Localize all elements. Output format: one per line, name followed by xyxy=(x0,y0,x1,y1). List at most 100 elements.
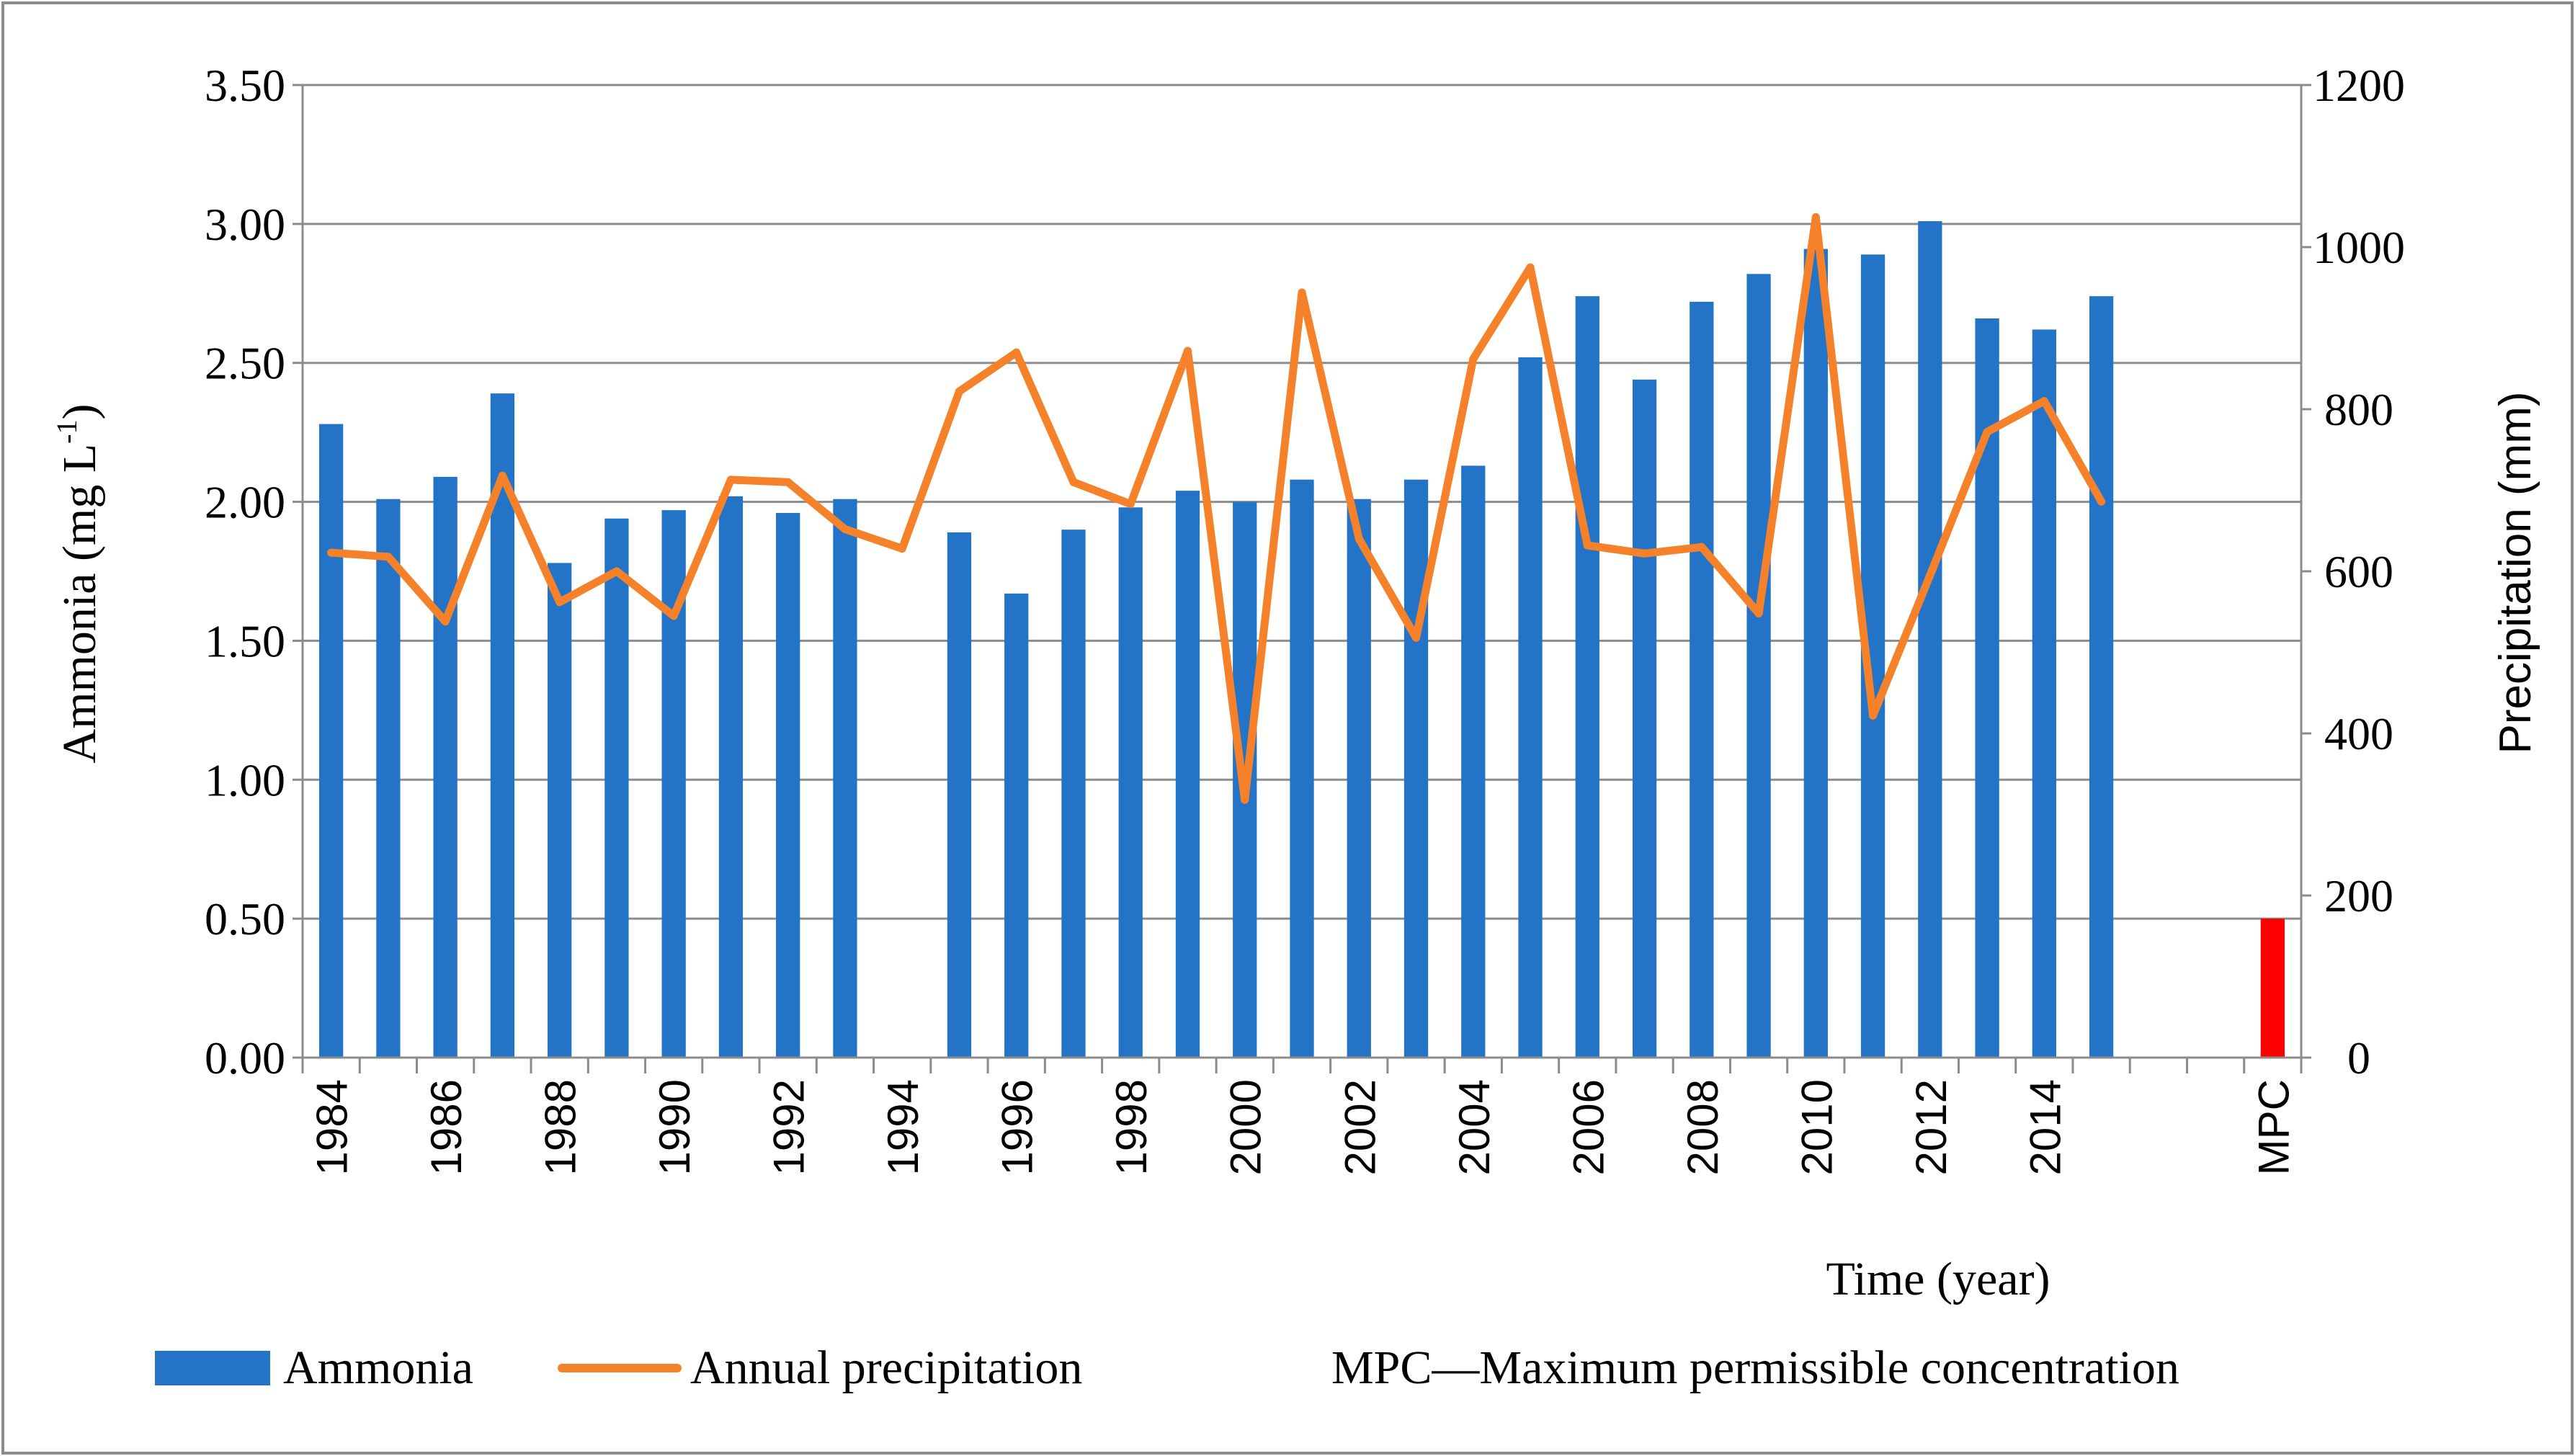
x-tick-label: 1988 xyxy=(537,1079,585,1175)
bar-ammonia xyxy=(1918,221,1942,1058)
y-left-tick-label: 0.50 xyxy=(205,893,285,944)
precipitation-point xyxy=(1126,500,1135,509)
bar-ammonia xyxy=(2089,296,2114,1058)
y-right-tick-label: 0 xyxy=(2347,1032,2370,1084)
bar-ammonia xyxy=(376,499,401,1058)
x-tick-label: 1984 xyxy=(308,1079,357,1175)
bar-ammonia xyxy=(433,476,458,1058)
y-axis-left-title-sup: -1 xyxy=(50,420,83,444)
precipitation-point xyxy=(1183,347,1192,355)
x-tick-label: 2002 xyxy=(1336,1079,1384,1175)
precipitation-point xyxy=(1241,795,1249,804)
y-left-tick-label: 2.00 xyxy=(205,477,285,528)
y-axis-left-title-main: Ammonia (mg L xyxy=(53,444,106,764)
precipitation-point xyxy=(327,548,336,557)
y-left-tick-label: 3.00 xyxy=(205,199,285,250)
y-axis-left-title: Ammonia (mg L-1) xyxy=(50,404,106,764)
bar-ammonia xyxy=(1518,357,1543,1058)
y-right-tick-label: 1200 xyxy=(2313,60,2405,111)
legend-label-precipitation: Annual precipitation xyxy=(690,1341,1082,1394)
bar-ammonia xyxy=(2032,329,2056,1058)
bar-ammonia xyxy=(1290,479,1314,1058)
bar-ammonia xyxy=(1403,479,1429,1058)
precipitation-point xyxy=(2097,497,2106,506)
precipitation-point xyxy=(1412,633,1421,642)
bar-ammonia xyxy=(1575,296,1599,1058)
bar-ammonia xyxy=(1690,301,1714,1058)
y-left-tick-label: 1.00 xyxy=(205,754,285,805)
x-tick-label: 2004 xyxy=(1450,1079,1499,1175)
precipitation-point xyxy=(1069,478,1078,486)
bar-ammonia xyxy=(1118,507,1143,1058)
precipitation-point xyxy=(841,525,849,533)
bar-ammonia xyxy=(718,496,744,1058)
x-tick-label: 2008 xyxy=(1679,1079,1727,1175)
precipitation-point xyxy=(1811,213,1820,221)
x-tick-label: MPC xyxy=(2249,1079,2298,1175)
x-tick-label: 1990 xyxy=(651,1079,699,1175)
bar-ammonia xyxy=(1746,274,1771,1058)
precipitation-point xyxy=(726,475,735,484)
legend-label-ammonia: Ammonia xyxy=(283,1341,473,1394)
bars xyxy=(318,221,2285,1058)
precipitation-point xyxy=(1469,354,1478,363)
precipitation-point xyxy=(498,471,506,480)
precipitation-point xyxy=(2040,397,2048,406)
precipitation-point xyxy=(1355,535,1363,543)
y-left-tick-label: 0.00 xyxy=(205,1032,285,1084)
y-right-tick-label: 200 xyxy=(2324,870,2393,921)
x-tick-label: 1994 xyxy=(879,1079,927,1175)
bar-ammonia xyxy=(318,424,344,1058)
bar-ammonia xyxy=(1347,499,1371,1058)
bar-ammonia xyxy=(604,518,629,1058)
bar-ammonia xyxy=(1632,379,1657,1058)
right-tick-labels: 0 200 400 600 800 1000 1200 xyxy=(2313,60,2405,1084)
precipitation-point xyxy=(955,387,963,396)
y-axis-left-title-close: ) xyxy=(53,404,106,420)
bar-ammonia xyxy=(1803,249,1828,1058)
y-left-tick-label: 2.50 xyxy=(205,338,285,389)
bar-ammonia xyxy=(1004,593,1029,1058)
x-tick-label: 2000 xyxy=(1222,1079,1270,1175)
legend-note-mpc: MPC—Maximum permissible concentration xyxy=(1331,1341,2179,1394)
y-right-tick-label: 600 xyxy=(2324,546,2393,597)
bar-mpc xyxy=(2260,919,2285,1058)
y-axis-right-title: Precipitation (mm) xyxy=(2491,392,2540,754)
legend: Ammonia Annual precipitation MPC—Maximum… xyxy=(155,1341,2179,1394)
bar-ammonia xyxy=(833,499,857,1058)
precipitation-point xyxy=(1583,541,1592,550)
precipitation-point xyxy=(1983,428,1991,436)
x-tick-label: 2006 xyxy=(1564,1079,1612,1175)
precipitation-point xyxy=(1526,263,1535,272)
precipitation-point xyxy=(612,567,621,576)
precipitation-point xyxy=(898,545,906,553)
precipitation-series-line xyxy=(327,213,2106,804)
precipitation-point xyxy=(555,598,564,607)
y-right-tick-label: 800 xyxy=(2324,384,2393,435)
precipitation-point xyxy=(1697,542,1706,551)
y-right-tick-label: 1000 xyxy=(2313,222,2405,273)
precipitation-point xyxy=(1641,549,1649,558)
x-axis-title: Time (year) xyxy=(1826,1253,2050,1305)
x-tick-label: 2014 xyxy=(2021,1079,2069,1175)
x-tick-label: 2012 xyxy=(1907,1079,1955,1175)
precipitation-point xyxy=(1926,571,1934,580)
y-left-tick-label: 3.50 xyxy=(205,60,285,111)
precipitation-point xyxy=(384,553,393,561)
precipitation-point xyxy=(441,617,450,626)
bar-ammonia xyxy=(1061,530,1086,1058)
y-right-tick-label: 400 xyxy=(2324,708,2393,759)
precipitation-point xyxy=(784,478,793,486)
precipitation-point xyxy=(1869,711,1878,720)
x-tick-label: 1998 xyxy=(1107,1079,1156,1175)
left-tick-labels: 0.00 0.50 1.00 1.50 2.00 2.50 3.00 3.50 xyxy=(205,60,285,1084)
x-tick-labels: 1984 1986 1988 1990 1992 1994 1996 1998 2000 2002… xyxy=(308,1079,2298,1175)
x-tick-label: 1996 xyxy=(994,1079,1042,1175)
x-tick-label: 2010 xyxy=(1793,1079,1841,1175)
bar-ammonia xyxy=(947,532,972,1058)
legend-swatch-ammonia xyxy=(155,1351,270,1385)
precipitation-point xyxy=(1754,609,1763,617)
